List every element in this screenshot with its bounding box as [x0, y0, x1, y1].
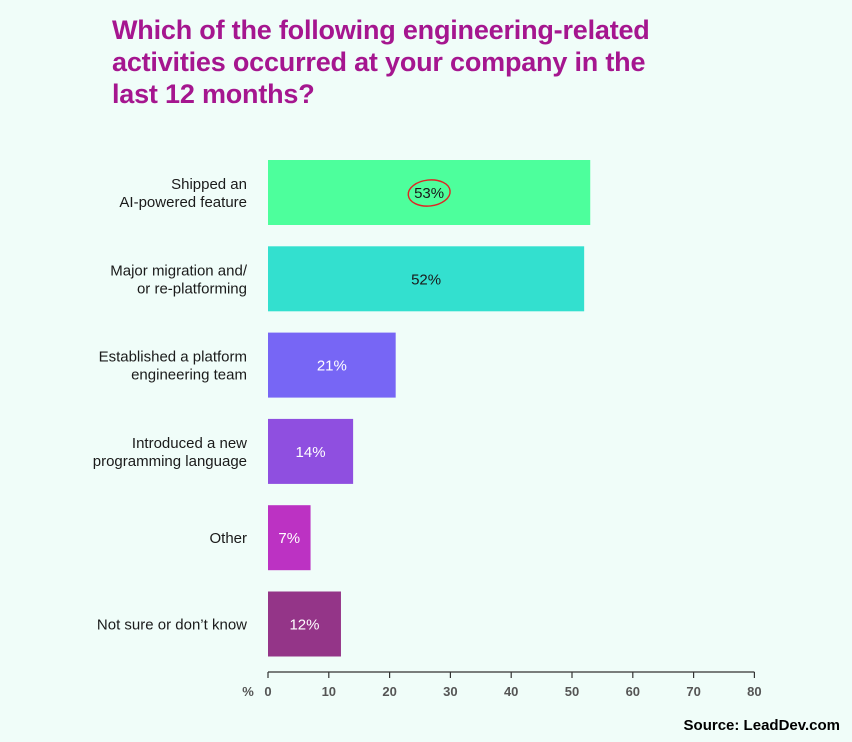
x-tick-label: 60 [626, 684, 640, 699]
category-label: AI-powered feature [119, 194, 247, 211]
x-tick-label: 20 [382, 684, 396, 699]
x-tick-label: 10 [322, 684, 336, 699]
highlight-circle [407, 179, 451, 207]
category-label: engineering team [131, 367, 247, 384]
bar [268, 505, 311, 571]
bar [268, 418, 354, 484]
bar [268, 246, 585, 312]
bar-value-label: 53% [414, 185, 444, 202]
category-label: Major migration and/ [110, 262, 248, 279]
category-label: Not sure or don’t know [97, 617, 247, 634]
category-label: Established a platform [99, 349, 247, 366]
category-label: Introduced a new [132, 435, 247, 452]
source-credit: Source: LeadDev.com [683, 717, 840, 734]
bar-value-label: 52% [411, 271, 441, 288]
x-unit-label: % [242, 684, 254, 699]
category-label: or re-platforming [137, 280, 247, 297]
bar-value-label: 21% [317, 358, 347, 375]
category-label: Shipped an [171, 176, 247, 193]
x-tick-label: 40 [504, 684, 518, 699]
bar [268, 160, 591, 225]
x-tick-label: 30 [443, 684, 457, 699]
x-tick-label: 80 [747, 684, 761, 699]
bar-value-label: 7% [278, 530, 300, 547]
category-label: programming language [93, 453, 247, 470]
bar-value-label: 12% [289, 617, 319, 634]
x-tick-label: 0 [264, 684, 271, 699]
x-tick-label: 50 [565, 684, 579, 699]
bar [268, 332, 396, 398]
category-label: Other [209, 530, 247, 547]
x-tick-label: 70 [686, 684, 700, 699]
chart-title: Which of the following engineering-relat… [112, 15, 650, 109]
bar-value-label: 14% [296, 444, 326, 461]
bar [268, 591, 341, 657]
